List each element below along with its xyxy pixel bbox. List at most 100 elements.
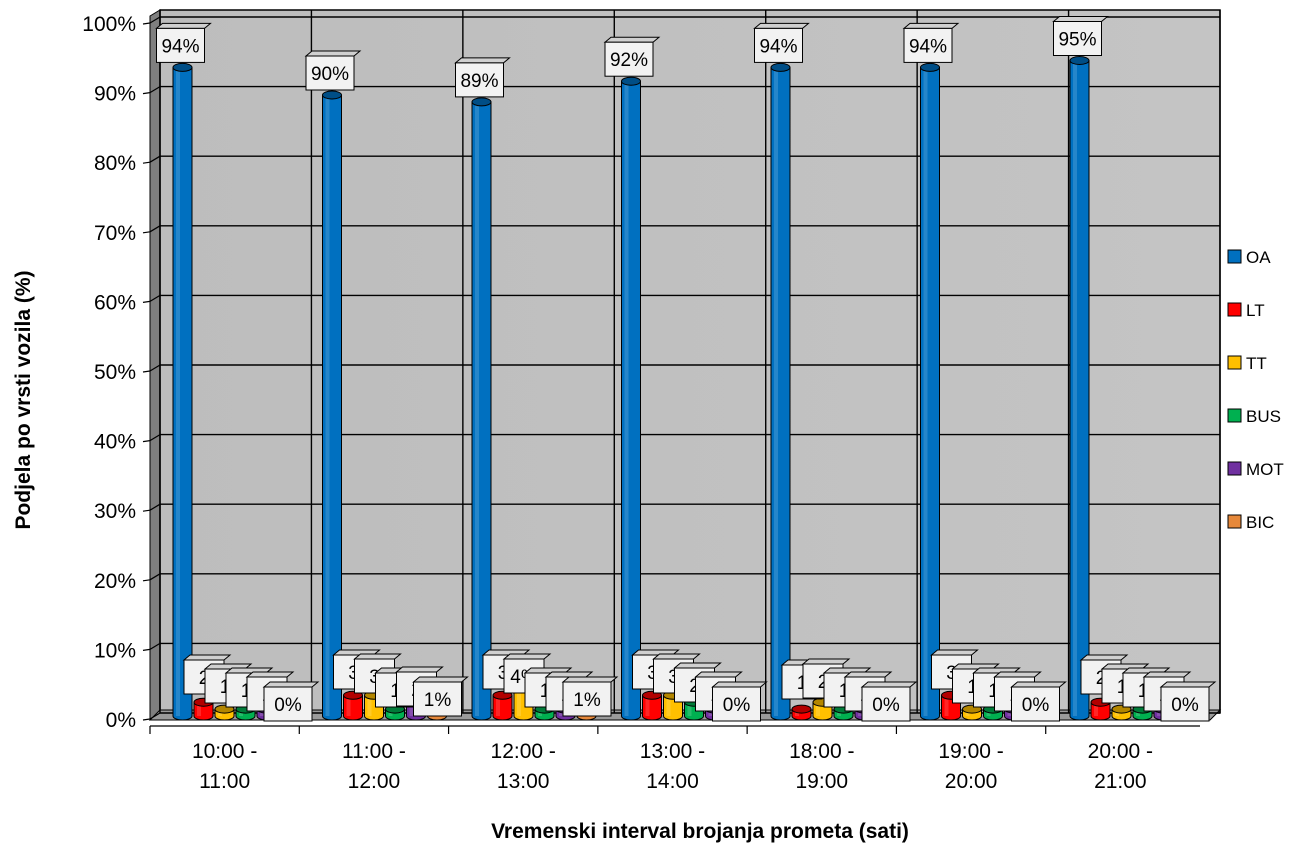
bar-highlight bbox=[197, 702, 201, 716]
legend-label: BUS bbox=[1246, 407, 1281, 426]
data-label-text: 94% bbox=[161, 36, 199, 57]
y-tick-label: 80% bbox=[94, 152, 136, 175]
y-tick-label: 30% bbox=[94, 500, 136, 523]
bar-highlight bbox=[475, 101, 479, 716]
data-label: 0% bbox=[860, 681, 918, 722]
data-label-text: 3 bbox=[668, 667, 679, 688]
data-label: 89% bbox=[454, 57, 511, 98]
data-label-bevel bbox=[843, 671, 893, 678]
data-label-box bbox=[604, 41, 654, 77]
data-labels: 94%21110%90%33121%89%34%111%92%33210%94%… bbox=[155, 16, 1217, 722]
data-label-text: 1 bbox=[988, 681, 999, 702]
data-label-bevel bbox=[155, 22, 212, 29]
bar-body bbox=[621, 80, 641, 721]
x-tick-label: 20:00 - bbox=[1088, 740, 1153, 763]
data-label-text: 2 bbox=[1096, 668, 1107, 689]
data-label-text: 89% bbox=[460, 71, 498, 92]
data-label-text: 3 bbox=[498, 663, 509, 684]
legend-label: BIC bbox=[1246, 513, 1274, 532]
data-label-text: 1 bbox=[797, 673, 808, 694]
data-label-bevel bbox=[304, 50, 362, 57]
x-tick-label: 10:00 - bbox=[192, 740, 257, 763]
data-label-bevel bbox=[395, 666, 444, 673]
legend-swatch bbox=[1227, 302, 1242, 317]
legend-item-oa: OA bbox=[1227, 248, 1271, 267]
gridline-side bbox=[149, 225, 161, 233]
x-tick-label: 12:00 bbox=[348, 770, 401, 793]
data-label-bevel bbox=[1079, 654, 1129, 661]
legend-label: TT bbox=[1246, 354, 1267, 373]
bar-lt bbox=[1090, 697, 1111, 721]
data-label-text: 0% bbox=[1022, 695, 1050, 716]
bar-top bbox=[322, 90, 342, 100]
data-label-bevel bbox=[711, 681, 768, 688]
data-label-bevel bbox=[930, 649, 979, 656]
y-tick-mark bbox=[142, 370, 151, 373]
data-label: 1% bbox=[412, 676, 469, 717]
data-label-box bbox=[1011, 686, 1060, 722]
y-tick-mark bbox=[142, 231, 151, 234]
data-label-bevel bbox=[561, 676, 619, 683]
bar-body bbox=[1069, 60, 1090, 721]
legend-swatch bbox=[1227, 514, 1242, 529]
y-tick-label: 0% bbox=[106, 709, 136, 732]
y-tick-label: 60% bbox=[94, 291, 136, 314]
legend-swatch bbox=[1227, 355, 1242, 370]
bar-top bbox=[791, 704, 812, 714]
bar-oa bbox=[920, 62, 940, 721]
data-label-text: 3 bbox=[647, 663, 658, 684]
legend-label: LT bbox=[1246, 301, 1265, 320]
bar-highlight bbox=[923, 67, 928, 716]
data-label-text: 1 bbox=[241, 681, 252, 702]
data-label-box bbox=[903, 27, 953, 63]
y-tick-mark bbox=[142, 579, 151, 582]
bar-highlight bbox=[346, 695, 351, 716]
bar-body bbox=[920, 66, 940, 721]
y-tick-label: 100% bbox=[82, 13, 136, 36]
bar-top bbox=[621, 76, 641, 86]
legend: OA LT TT BUS MOT BIC bbox=[1227, 248, 1284, 532]
legend-label: OA bbox=[1246, 248, 1271, 267]
bar-top bbox=[1069, 56, 1090, 65]
side-wall bbox=[149, 9, 161, 721]
x-tick-label: 20:00 bbox=[945, 770, 998, 793]
data-label-text: 0% bbox=[274, 695, 302, 716]
data-label-box bbox=[562, 681, 612, 717]
data-label-text: 1 bbox=[1138, 681, 1149, 702]
data-label-text: 2 bbox=[689, 676, 700, 697]
data-label-box bbox=[455, 62, 504, 98]
bar-oa bbox=[322, 90, 342, 721]
y-tick-label: 50% bbox=[94, 361, 136, 384]
data-label-bevel bbox=[753, 22, 810, 29]
data-label-bevel bbox=[694, 671, 743, 678]
bar-top bbox=[172, 62, 193, 72]
data-label-bevel bbox=[454, 57, 511, 64]
bar-highlight bbox=[409, 702, 414, 716]
data-label: 0% bbox=[1159, 681, 1217, 722]
legend-swatch bbox=[1227, 249, 1242, 264]
bar-highlight bbox=[816, 702, 820, 716]
legend-item-bic: BIC bbox=[1227, 513, 1274, 532]
legend-swatch bbox=[1227, 408, 1242, 423]
bar-top bbox=[471, 97, 492, 107]
data-label: 1% bbox=[561, 676, 619, 717]
data-label-bevel bbox=[502, 653, 552, 660]
data-label-box bbox=[754, 27, 803, 63]
x-tick-label: 13:00 - bbox=[640, 740, 705, 763]
data-label-text: 3 bbox=[369, 667, 380, 688]
y-tick-label: 40% bbox=[94, 431, 136, 454]
data-label-bevel bbox=[182, 654, 232, 661]
data-label: 4% bbox=[502, 653, 552, 694]
y-tick-mark bbox=[142, 509, 151, 512]
legend-item-lt: LT bbox=[1227, 301, 1265, 320]
x-tick-label: 12:00 - bbox=[491, 740, 556, 763]
bar-highlight bbox=[496, 695, 500, 716]
data-label-text: 94% bbox=[909, 36, 947, 57]
data-label: 90% bbox=[304, 50, 362, 91]
data-label-text: 1 bbox=[220, 677, 231, 698]
x-tick-label: 14:00 bbox=[646, 770, 699, 793]
bar-lt bbox=[791, 704, 812, 721]
data-label-text: 2 bbox=[199, 668, 210, 689]
legend-item-bus: BUS bbox=[1227, 407, 1281, 426]
